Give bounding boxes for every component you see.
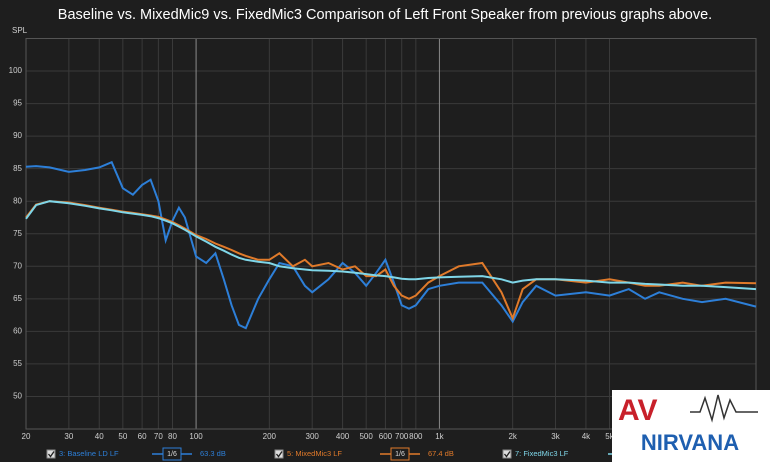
legend-label: 5: MixedMic3 LF — [287, 449, 342, 458]
x-tick-label: 20 — [22, 432, 31, 441]
chart-title: Baseline vs. MixedMic9 vs. FixedMic3 Com… — [58, 7, 712, 23]
logo: AV NIRVANA — [612, 390, 770, 462]
x-tick-label: 600 — [379, 432, 393, 441]
x-tick-label: 400 — [336, 432, 350, 441]
y-tick-label: 90 — [13, 131, 22, 140]
x-tick-label: 70 — [154, 432, 163, 441]
y-tick-label: 85 — [13, 164, 22, 173]
y-axis-label: SPL — [12, 26, 28, 35]
legend-checkbox — [502, 449, 512, 459]
x-tick-label: 30 — [64, 432, 73, 441]
logo-wave — [690, 394, 758, 423]
plot-frame — [25, 38, 757, 430]
x-tick-label: 80 — [168, 432, 177, 441]
y-tick-label: 100 — [9, 66, 23, 75]
x-tick-label: 100 — [189, 432, 203, 441]
logo-bottom: NIRVANA — [641, 430, 739, 455]
x-tick-label: 50 — [118, 432, 127, 441]
legend-level: 63.3 dB — [200, 449, 226, 458]
legend-checkbox — [46, 449, 56, 459]
y-tick-label: 70 — [13, 261, 22, 270]
plot — [25, 160, 757, 330]
y-tick-label: 95 — [13, 99, 22, 108]
y-tick-label: 80 — [13, 196, 22, 205]
x-tick-label: 500 — [359, 432, 373, 441]
legend-check — [275, 451, 283, 458]
y-tick-label: 55 — [13, 359, 22, 368]
x-tick-label: 1k — [435, 432, 444, 441]
y-tick-label: 50 — [13, 392, 22, 401]
y-tick-label: 60 — [13, 326, 22, 335]
y-tick-label: 65 — [13, 294, 22, 303]
logo-top: AV — [618, 394, 657, 427]
legend-level: 67.4 dB — [428, 449, 454, 458]
legend-checkbox — [274, 449, 284, 459]
legend-check — [503, 451, 511, 458]
legend-smoothing: 1/6 — [395, 451, 405, 458]
grid: 50 55 60 65 70 75 80 85 90 95 100 20 30 40 50 60 70 80 100… — [9, 38, 757, 441]
x-tick-label: 200 — [263, 432, 277, 441]
x-tick-label: 800 — [409, 432, 423, 441]
x-tick-label: 60 — [138, 432, 147, 441]
legend-smoothing: 1/6 — [167, 451, 177, 458]
x-tick-label: 2k — [508, 432, 517, 441]
legend-label: 7: FixedMic3 LF — [515, 449, 569, 458]
x-tick-label: 5k — [605, 432, 614, 441]
logo-box — [612, 390, 770, 462]
legend-smoothing-box — [162, 447, 182, 461]
x-tick-label: 4k — [582, 432, 591, 441]
legend-label: 3: Baseline LD LF — [59, 449, 119, 458]
series-line — [25, 160, 757, 330]
y-tick-label: 75 — [13, 229, 22, 238]
series-line — [25, 200, 757, 291]
x-tick-label: 40 — [95, 432, 104, 441]
legend-check — [47, 451, 55, 458]
x-tick-label: 3k — [551, 432, 560, 441]
x-tick-label: 300 — [306, 432, 320, 441]
x-tick-label: 700 — [395, 432, 409, 441]
legend-smoothing-box — [390, 447, 410, 461]
